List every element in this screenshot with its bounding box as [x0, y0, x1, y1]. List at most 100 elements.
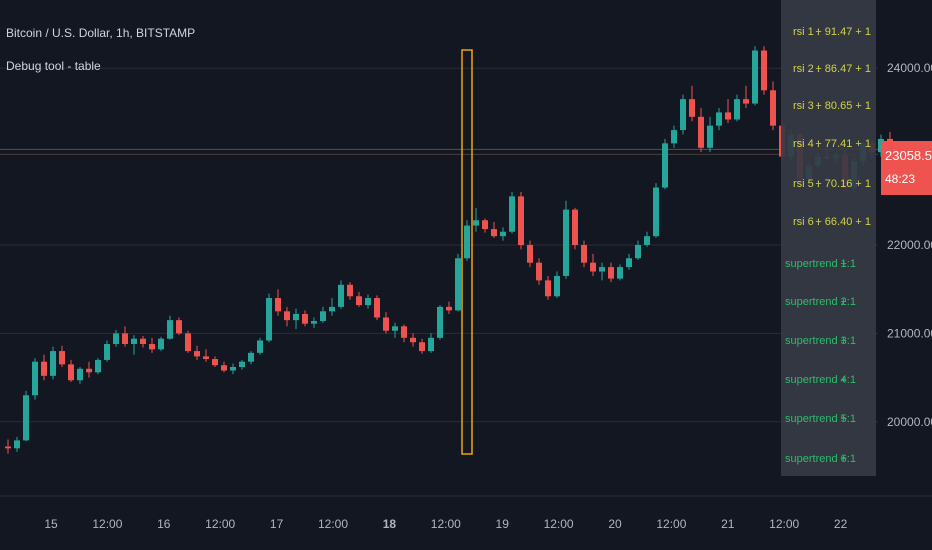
candle	[383, 312, 389, 334]
rsi-row: rsi 3 : + 80.65 + 1	[781, 96, 876, 116]
candle	[626, 253, 632, 270]
rsi-value: + 86.47 + 1	[815, 63, 871, 75]
candle	[356, 291, 362, 307]
candle	[437, 305, 443, 340]
candle	[392, 322, 398, 338]
highlight-box[interactable]	[461, 49, 473, 455]
candle	[212, 356, 218, 367]
supertrend-value: + 1	[840, 258, 856, 270]
candle	[536, 258, 542, 285]
rsi-label: rsi 5 :	[793, 178, 820, 190]
x-tick-label: 21	[721, 517, 735, 531]
candle	[113, 329, 119, 347]
supertrend-value: + 1	[840, 374, 856, 386]
candle	[185, 330, 191, 353]
candle	[572, 207, 578, 250]
candle	[311, 317, 317, 329]
candle	[545, 275, 551, 300]
rsi-row: rsi 2 : + 86.47 + 1	[781, 59, 876, 79]
candle	[680, 94, 686, 135]
rsi-value: + 77.41 + 1	[815, 138, 871, 150]
candle	[257, 337, 263, 355]
supertrend-label: supertrend 6:	[785, 453, 850, 465]
candle	[617, 264, 623, 281]
candle	[464, 220, 470, 261]
supertrend-label: supertrend 2:	[785, 296, 850, 308]
candle	[239, 359, 245, 370]
candle	[284, 306, 290, 327]
candle	[563, 200, 569, 279]
candle	[95, 358, 101, 375]
x-tick-label: 15	[44, 517, 58, 531]
candle	[662, 138, 668, 190]
candle	[365, 294, 371, 309]
last-price-value: 23058.56	[885, 148, 932, 163]
candle	[338, 280, 344, 309]
candle	[230, 363, 236, 375]
supertrend-row: supertrend 5: + 1	[781, 409, 876, 429]
x-tick-label: 22	[834, 517, 848, 531]
x-tick-label: 12:00	[656, 517, 686, 531]
candle	[734, 94, 740, 122]
candle	[104, 340, 110, 362]
candle	[509, 191, 515, 234]
debug-highlight-box[interactable]	[461, 49, 473, 455]
candle	[581, 240, 587, 268]
x-tick-label: 12:00	[544, 517, 574, 531]
candle	[608, 262, 614, 283]
rsi-value: + 66.40 + 1	[815, 216, 871, 228]
rsi-label: rsi 6 :	[793, 216, 820, 228]
candle	[590, 253, 596, 276]
candle	[266, 293, 272, 343]
candle	[491, 222, 497, 238]
candle	[320, 306, 326, 323]
indicator-title[interactable]: Debug tool - table	[6, 59, 101, 73]
candle	[374, 295, 380, 321]
x-tick-label: 18	[383, 517, 397, 531]
candle	[203, 349, 209, 362]
candle	[275, 289, 281, 316]
candle	[86, 361, 92, 378]
candle	[221, 361, 227, 373]
supertrend-row: supertrend 2: + 1	[781, 292, 876, 312]
bar-countdown: 48:23	[885, 172, 916, 186]
chart-grid	[0, 67, 932, 497]
candle	[329, 298, 335, 316]
debug-table: rsi 1 : + 91.47 + 1 rsi 2 : + 86.47 + 1 rs…	[781, 0, 876, 476]
time-axis[interactable]: 15 12:00 16 12:00 17 12:00 18 12:00 19 12:00 20 12:…	[44, 517, 847, 531]
candle	[671, 125, 677, 148]
candle	[194, 345, 200, 360]
x-tick-label: 17	[270, 517, 284, 531]
y-tick-label: 22000.00	[887, 238, 932, 252]
candle	[500, 227, 506, 241]
candle	[23, 390, 29, 442]
supertrend-label: supertrend 4:	[785, 374, 850, 386]
candle	[50, 346, 56, 380]
x-tick-label: 20	[608, 517, 622, 531]
candle	[32, 358, 38, 400]
candle	[689, 85, 695, 122]
supertrend-row: supertrend 3: + 1	[781, 331, 876, 351]
candle	[410, 333, 416, 347]
candle	[140, 336, 146, 348]
candle	[644, 231, 650, 247]
candle	[716, 107, 722, 131]
rsi-row: rsi 6 : + 66.40 + 1	[781, 212, 876, 232]
candle	[653, 183, 659, 238]
rsi-value: + 70.16 + 1	[815, 178, 871, 190]
price-axis[interactable]: 20000.00 21000.00 22000.00 24000.00	[887, 61, 932, 429]
rsi-label: rsi 2 :	[793, 63, 820, 75]
candle	[752, 46, 758, 106]
candle	[554, 271, 560, 299]
x-tick-label: 19	[496, 517, 510, 531]
x-tick-label: 12:00	[205, 517, 235, 531]
candle	[599, 262, 605, 281]
last-price-label[interactable]: 23058.56 48:23	[881, 141, 932, 195]
candle	[428, 333, 434, 353]
supertrend-label: supertrend 3:	[785, 335, 850, 347]
symbol-title: Bitcoin / U.S. Dollar, 1h, BITSTAMP	[6, 26, 196, 40]
candle	[761, 46, 767, 95]
candle	[419, 338, 425, 354]
candle	[5, 439, 11, 454]
